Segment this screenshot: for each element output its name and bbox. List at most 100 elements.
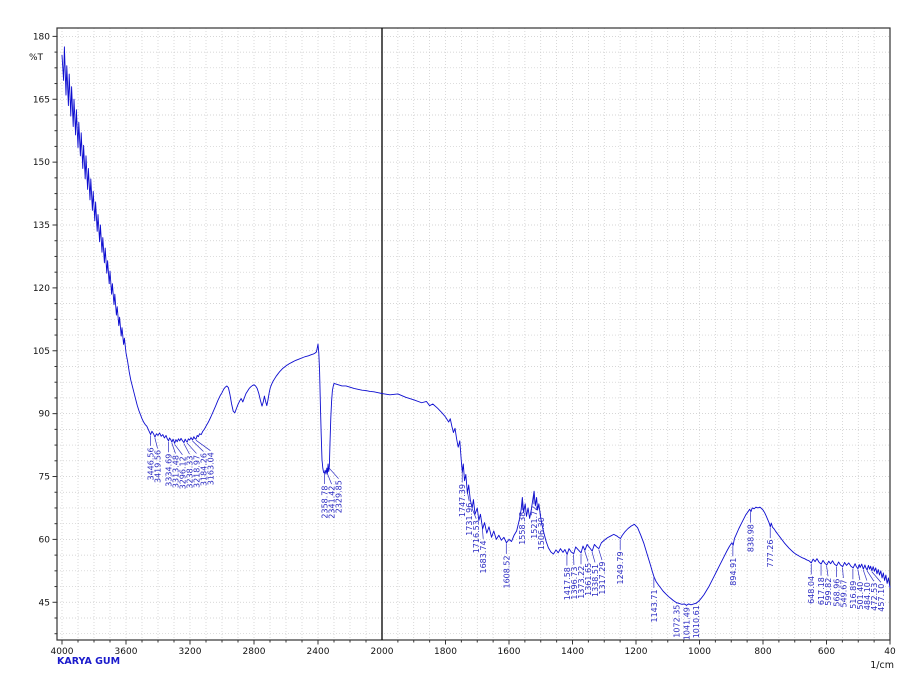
peak-wavenumber-label: 1373.22 xyxy=(577,566,586,599)
peak-wavenumber-label: 1506.30 xyxy=(537,517,546,550)
y-axis-unit-label: %T xyxy=(29,53,44,63)
x-tick-label: 1800 xyxy=(434,647,457,657)
peak-leader-line xyxy=(482,528,484,539)
peak-wavenumber-label: 3184.26 xyxy=(199,453,208,486)
peak-wavenumber-label: 3313.48 xyxy=(171,455,180,488)
peak-wavenumber-label: 1361.65 xyxy=(584,563,593,596)
peak-leader-line xyxy=(871,571,882,583)
peak-wavenumber-label: 3296.12 xyxy=(178,456,187,489)
peak-wavenumber-label: 3446.56 xyxy=(147,447,156,480)
peak-wavenumber-label: 2329.85 xyxy=(335,480,344,513)
peak-wavenumber-label: 1396.73 xyxy=(570,567,579,600)
peak-wavenumber-label: 599.82 xyxy=(824,578,833,606)
x-tick-label: 600 xyxy=(818,647,835,657)
x-tick-label: 1400 xyxy=(561,647,584,657)
peak-wavenumber-label: 1417.58 xyxy=(563,567,572,600)
peak-leader-line xyxy=(154,437,158,449)
x-tick-label: 1000 xyxy=(688,647,711,657)
peak-leader-line xyxy=(862,569,868,581)
peak-leader-line xyxy=(591,551,596,563)
x-tick-label: 4000 xyxy=(51,647,74,657)
spectrum-polyline xyxy=(61,46,891,606)
peak-leader-line xyxy=(842,567,844,579)
peak-leader-line xyxy=(195,439,211,451)
peak-leader-line xyxy=(538,505,542,516)
peak-wavenumber-label: 617.18 xyxy=(817,577,826,605)
peak-wavenumber-label: 1010.61 xyxy=(692,605,701,638)
peak-wavenumber-label: 2358.78 xyxy=(321,486,330,519)
peak-wavenumber-label: 1041.49 xyxy=(682,607,691,640)
peak-wavenumber-label: 1317.29 xyxy=(598,562,607,595)
x-tick-label: 3200 xyxy=(179,647,202,657)
spectrum-series xyxy=(61,46,891,606)
peak-wavenumber-label: 894.91 xyxy=(729,558,738,586)
peak-leader-line xyxy=(471,508,477,519)
peak-wavenumber-label: 484.10 xyxy=(863,582,872,610)
sample-name-label: KARYA GUM xyxy=(57,656,120,667)
captions: %T 1/cm KARYA GUM xyxy=(29,53,894,671)
plot-frame xyxy=(56,27,891,641)
x-tick-label: 2000 xyxy=(371,647,394,657)
peak-wavenumber-label: 3218.97 xyxy=(192,455,201,488)
peak-wavenumber-label: 457.10 xyxy=(877,584,886,612)
x-tick-label: 1200 xyxy=(625,647,648,657)
peak-wavenumber-label: 1249.79 xyxy=(616,551,625,584)
grid-lines xyxy=(57,28,890,640)
peak-wavenumber-label: 3419.56 xyxy=(154,450,163,483)
y-tick-label: 60 xyxy=(39,535,51,545)
peak-leader-line xyxy=(584,550,589,562)
y-tick-label: 180 xyxy=(33,32,50,42)
tick-labels: 180 165 150 135 120 105 90 75 60 45 4000 3600 3200 28… xyxy=(33,32,896,657)
x-tick-label: 2800 xyxy=(243,647,266,657)
peak-wavenumber-label: 1338.51 xyxy=(591,564,600,597)
peak-leader-line xyxy=(826,565,829,577)
x-tick-label: 800 xyxy=(754,647,771,657)
peak-wavenumber-label: 1716.53 xyxy=(472,520,481,553)
x-tick-label: 1600 xyxy=(498,647,521,657)
peak-leader-line xyxy=(466,490,470,502)
peak-wavenumber-label: 472.53 xyxy=(870,583,879,611)
peak-leader-line xyxy=(598,549,603,561)
y-tick-label: 120 xyxy=(33,284,50,294)
y-tick-label: 165 xyxy=(33,95,50,105)
y-tick-label: 135 xyxy=(33,221,50,231)
peak-leader-line xyxy=(183,443,190,455)
peak-wavenumber-label: 1683.74 xyxy=(479,540,488,573)
peak-leader-line xyxy=(171,442,176,454)
peak-leader-line xyxy=(328,467,339,479)
peak-leader-line xyxy=(327,473,332,485)
peak-wavenumber-label: 838.98 xyxy=(747,524,756,552)
y-tick-label: 75 xyxy=(39,473,50,483)
peak-wavenumber-label: 1143.71 xyxy=(650,589,659,622)
x-axis-unit-label: 1/cm xyxy=(870,660,894,671)
peak-wavenumber-label: 516.89 xyxy=(849,581,858,609)
y-tick-label: 90 xyxy=(39,410,51,420)
x-tick-label: 2400 xyxy=(307,647,330,657)
peak-leader-line xyxy=(174,444,183,456)
peak-wavenumber-label: 3163.04 xyxy=(206,452,215,485)
axis-ticks xyxy=(52,35,891,645)
peak-wavenumber-label: 1521.72 xyxy=(530,506,539,539)
peak-wavenumber-label: 777.26 xyxy=(766,540,775,568)
peak-wavenumber-label: 648.04 xyxy=(807,576,816,604)
peak-wavenumber-label: 1608.52 xyxy=(502,555,511,588)
peak-wavenumber-label: 3238.33 xyxy=(185,456,194,489)
y-tick-label: 150 xyxy=(33,158,50,168)
peak-wavenumber-label: 2341.42 xyxy=(328,486,337,519)
peak-wavenumber-label: 3334.69 xyxy=(164,454,173,487)
peak-wavenumber-label: 549.67 xyxy=(839,580,848,608)
peak-leader-line xyxy=(192,440,204,452)
peak-wavenumber-label: 1747.39 xyxy=(458,484,467,517)
peak-wavenumber-label: 501.40 xyxy=(856,582,865,610)
peak-leader-line xyxy=(866,570,875,582)
peak-wavenumber-label: 1072.35 xyxy=(673,605,682,638)
peak-wavenumber-label: 1558.38 xyxy=(518,512,527,545)
x-tick-label: 3600 xyxy=(115,647,138,657)
peak-leader-line xyxy=(186,442,197,454)
x-tick-label: 40 xyxy=(884,647,896,657)
peak-wavenumber-label: 568.96 xyxy=(832,579,841,607)
peak-leader-line xyxy=(857,569,861,581)
